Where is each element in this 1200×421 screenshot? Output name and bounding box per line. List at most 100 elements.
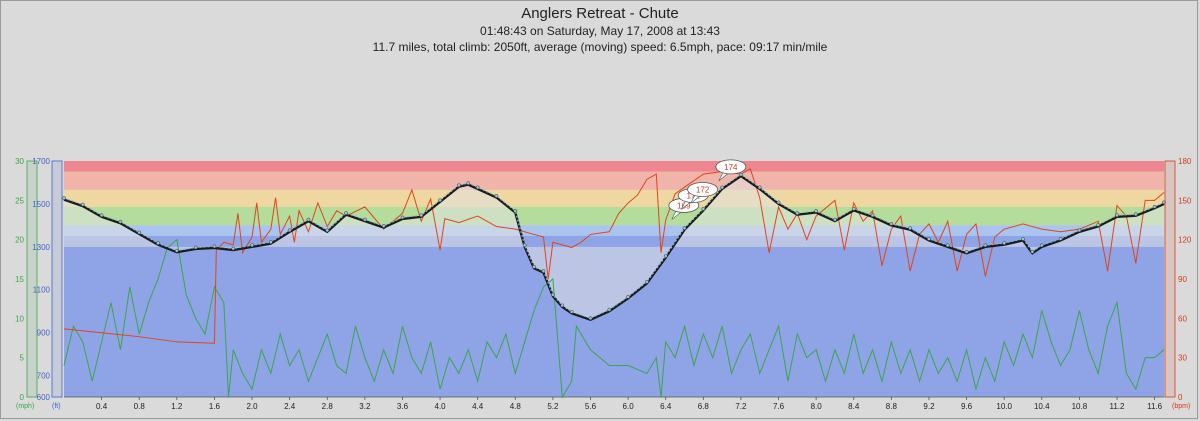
elevation-tick-label: 1300 (32, 243, 50, 252)
elevation-point (1002, 241, 1007, 246)
elevation-point (663, 254, 668, 258)
hr-callout-bubble (715, 159, 747, 175)
hr-callout-value: 174 (724, 163, 738, 172)
heart-rate-unit-label: (bpm) (1172, 403, 1190, 410)
x-tick-label: 6.8 (698, 402, 710, 411)
elevation-point (851, 206, 856, 211)
elevation-point (80, 202, 85, 207)
axes-group: 0 5 10 15 20 25 30 600 700 900 1100 1300 1500 1700 0 30… (15, 157, 1192, 411)
speed-tick-label: 10 (15, 314, 24, 323)
x-tick-label: 7.6 (773, 402, 785, 411)
speed-axis-bar (26, 160, 38, 398)
elevation-point (1133, 212, 1138, 217)
elevation-point (363, 217, 367, 222)
elevation-tick-label: 1100 (33, 286, 51, 295)
x-tick-label: 1.2 (171, 402, 183, 411)
heart_rate-tick-label: 30 (1178, 354, 1187, 363)
elevation-point (475, 185, 480, 190)
elevation-line-highlight (63, 173, 1165, 319)
elevation-point (983, 243, 988, 248)
elevation-point (306, 217, 311, 222)
elevation-point (1096, 223, 1101, 227)
x-tick-label: 8.4 (848, 402, 860, 411)
elevation-point (945, 243, 950, 248)
heart_rate-tick-label: 0 (1178, 393, 1183, 402)
elevation-point (795, 211, 800, 215)
elevation-point (870, 213, 875, 218)
elevation-point (964, 249, 969, 254)
elevation-point (513, 209, 518, 213)
x-tick-label: 3.2 (359, 402, 371, 411)
x-tick-label: 10.4 (1034, 402, 1050, 411)
heart_rate-tick-label: 180 (1178, 157, 1192, 166)
x-tick-label: 11.2 (1109, 402, 1125, 411)
elevation-point (1077, 228, 1082, 233)
x-tick-label: 7.2 (735, 402, 747, 411)
elevation-point (250, 243, 254, 248)
elevation-point (701, 206, 706, 211)
elevation-point (174, 248, 179, 253)
elevation-point (569, 309, 574, 314)
elevation-point (607, 307, 612, 312)
heart_rate-tick-label: 120 (1178, 236, 1192, 245)
elevation-point (927, 237, 931, 241)
x-tick-label: 5.6 (585, 402, 597, 411)
elevation-point (532, 264, 536, 269)
x-tick-label: 10.0 (996, 402, 1012, 411)
elevation-unit-label: (ft) (52, 403, 61, 410)
elevation-axis-bar (51, 160, 63, 398)
elevation-point (231, 246, 236, 251)
speed-tick-label: 5 (20, 354, 25, 363)
speed-unit-label: (mph) (16, 403, 34, 410)
elevation-point (522, 243, 527, 248)
elevation-point (814, 209, 818, 213)
heart_rate-tick-label: 90 (1178, 275, 1187, 284)
x-tick-label: 6.4 (660, 402, 672, 411)
hr-callout-value: 172 (687, 191, 701, 200)
hr-callout-bubble (687, 182, 719, 197)
elevation-point (1115, 213, 1119, 218)
elevation-point (62, 196, 66, 200)
speed-line (63, 238, 1165, 399)
heart-rate-line (63, 168, 1165, 344)
elevation-point (720, 185, 724, 190)
x-tick-label: 9.2 (923, 402, 935, 411)
elevation-point (776, 200, 781, 205)
hr-callout-value: 172 (696, 185, 710, 194)
elevation-point (457, 183, 461, 188)
x-tick-label: 5.2 (547, 402, 559, 411)
elevation-point (137, 230, 142, 235)
chart-header: Anglers Retreat - Chute 01:48:43 on Satu… (0, 4, 1200, 55)
elevation-point (739, 172, 743, 177)
elevation-point (344, 211, 348, 215)
elevation-tick-label: 1700 (32, 157, 50, 166)
elevation-tick-label: 700 (37, 372, 51, 381)
elevation-point (626, 294, 630, 299)
elevation-point (287, 228, 292, 233)
elevation-point (682, 226, 687, 231)
hr-zone-band-6 (64, 161, 1164, 172)
elevation-point (833, 217, 837, 222)
heart_rate-tick-label: 60 (1178, 314, 1187, 323)
x-tick-label: 8.0 (811, 402, 823, 411)
heart_rate-tick-label: 150 (1178, 196, 1192, 205)
elevation-point (541, 269, 546, 273)
chart-subtitle-stats: 11.7 miles, total climb: 2050ft, average… (372, 40, 828, 54)
chart-title: Anglers Retreat - Chute (521, 5, 679, 22)
elevation-point (438, 198, 442, 203)
speed-tick-label: 30 (15, 157, 24, 166)
speed-tick-label: 0 (20, 393, 25, 402)
heart-rate-axis-bar (1164, 160, 1176, 398)
x-tick-label: 2.0 (246, 402, 258, 411)
elevation-tick-label: 900 (37, 329, 51, 338)
elevation-point (193, 245, 198, 250)
hr-zone-band-2 (64, 225, 1164, 236)
elevation-point (1030, 249, 1035, 254)
elevation-point (908, 226, 913, 231)
speed-tick-label: 25 (15, 196, 24, 205)
speed-tick-label: 20 (15, 236, 24, 245)
elevation-tick-label: 1500 (32, 200, 50, 209)
elevation-point (889, 222, 894, 226)
hr-zone-band-5 (64, 171, 1164, 190)
